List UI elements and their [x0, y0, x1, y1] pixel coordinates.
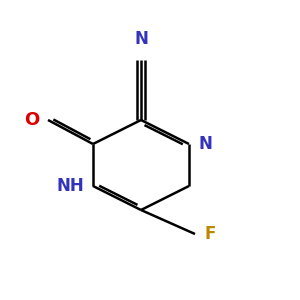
Text: N: N	[198, 135, 212, 153]
Text: O: O	[24, 111, 39, 129]
Text: F: F	[204, 225, 215, 243]
Text: N: N	[134, 30, 148, 48]
Text: NH: NH	[56, 177, 84, 195]
